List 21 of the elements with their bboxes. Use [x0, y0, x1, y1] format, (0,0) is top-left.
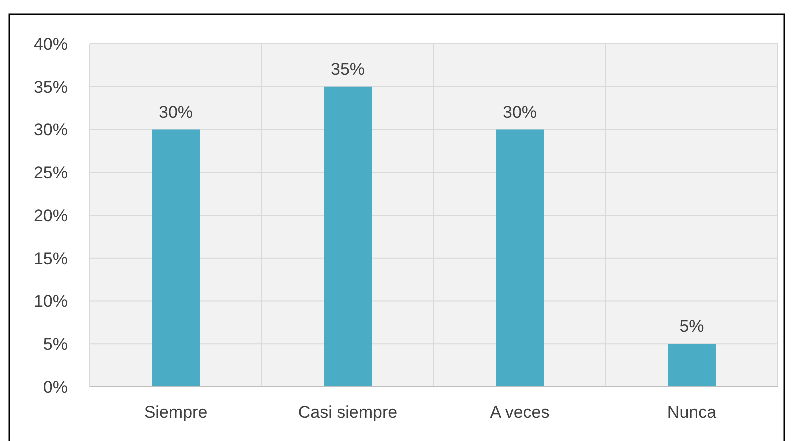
x-tick-label: Nunca	[667, 403, 718, 422]
x-tick-label: Casi siempre	[298, 403, 398, 422]
y-tick-label: 40%	[34, 34, 68, 54]
bar	[152, 130, 200, 387]
y-tick-label: 0%	[43, 378, 68, 397]
y-tick-label: 5%	[43, 335, 68, 354]
y-tick-label: 15%	[34, 249, 68, 268]
y-tick-label: 20%	[34, 206, 68, 226]
bar	[668, 344, 716, 387]
y-tick-label: 10%	[34, 292, 68, 312]
data-label: 5%	[680, 317, 704, 336]
data-label: 30%	[502, 102, 538, 122]
data-label: 30%	[158, 102, 194, 122]
x-tick-label: Siempre	[144, 403, 208, 422]
y-tick-label: 35%	[34, 78, 68, 97]
data-label: 35%	[330, 60, 366, 79]
bar	[496, 130, 544, 387]
y-tick-label: 25%	[34, 164, 68, 183]
x-tick-label: A veces	[490, 403, 550, 422]
bar	[324, 86, 372, 387]
y-tick-label: 30%	[34, 120, 68, 140]
